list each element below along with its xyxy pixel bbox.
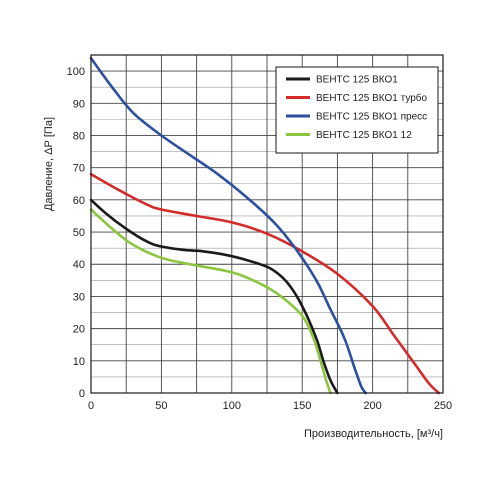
- series-layer: [89, 56, 441, 395]
- y-tick-labels: 0 10 20 30 40 50 60 70 80 90 100: [67, 66, 85, 400]
- legend-label-1: ВЕНТС 125 ВКО1: [316, 75, 398, 86]
- plot-frame: [90, 54, 444, 394]
- series-line-1: [89, 198, 339, 395]
- y-tick-label: 50: [73, 227, 85, 239]
- y-tick-label: 30: [73, 291, 85, 303]
- series-line-2: [89, 172, 441, 395]
- y-tick-label: 100: [67, 66, 85, 78]
- y-tick-label: 90: [73, 98, 85, 110]
- y-tick-label: 20: [73, 324, 85, 336]
- x-tick-label: 100: [223, 400, 241, 412]
- y-tick-label: 80: [73, 130, 85, 142]
- x-tick-label: 150: [293, 400, 311, 412]
- legend-label-3: ВЕНТС 125 ВКО1 пресс: [316, 112, 427, 123]
- x-tick-labels: 0 50 100 150 200 250: [88, 400, 452, 412]
- x-tick-label: 250: [434, 400, 452, 412]
- x-tick-label: 200: [363, 400, 381, 412]
- x-axis-label: Производительность, [м³/ч]: [304, 428, 443, 440]
- x-tick-label: 0: [88, 400, 94, 412]
- y-tick-label: 10: [73, 356, 85, 368]
- y-tick-label: 0: [79, 388, 85, 400]
- legend-label-4: ВЕНТС 125 ВКО1 12: [316, 130, 412, 141]
- legend-box: [275, 66, 439, 154]
- series-line-3: [89, 56, 367, 395]
- y-tick-label: 70: [73, 163, 85, 175]
- legend-label-2: ВЕНТС 125 ВКО1 турбо: [316, 92, 428, 104]
- y-axis-label: Давление, ΔР [Па]: [43, 117, 55, 211]
- legend: ВЕНТС 125 ВКО1 ВЕНТС 125 ВКО1 турбо ВЕНТС …: [275, 66, 439, 154]
- x-tick-label: 50: [155, 400, 167, 412]
- y-tick-label: 60: [73, 195, 85, 207]
- series-line-4: [89, 208, 332, 395]
- y-tick-label: 40: [73, 259, 85, 271]
